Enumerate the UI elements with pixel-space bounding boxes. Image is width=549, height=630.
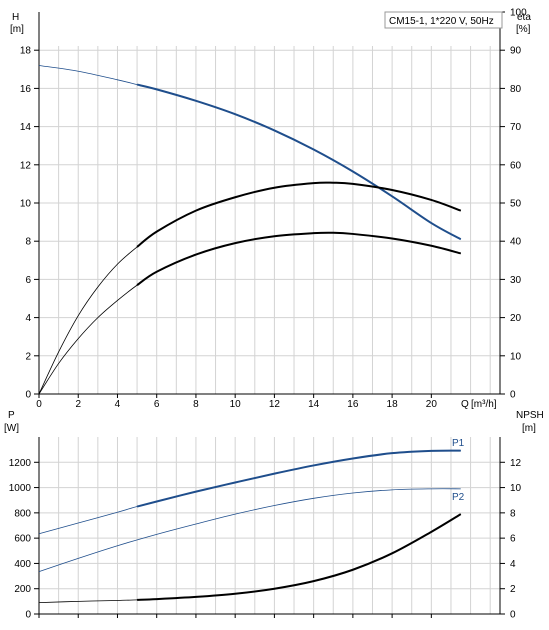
- top-left-tick-label: 10: [20, 199, 32, 210]
- top-series-0-line: [38, 65, 461, 240]
- top-x-tick-label: 0: [36, 399, 42, 410]
- top-x-tick-label: 12: [269, 399, 281, 410]
- top-right-tick-label: 90: [510, 46, 522, 57]
- top-right-tick-label: 20: [510, 313, 522, 324]
- bottom-right-tick-label: 2: [510, 584, 516, 595]
- top-series-2-operating-range: [136, 231, 462, 286]
- top-right-axis-unit: [%]: [516, 24, 531, 35]
- bottom-right-tick-label: 10: [510, 483, 522, 494]
- top-chart-grid: [39, 46, 500, 394]
- top-left-tick-label: 0: [25, 390, 31, 401]
- bottom-right-axis-label: NPSH: [516, 410, 544, 421]
- top-left-axis-unit: [m]: [10, 24, 24, 35]
- bottom-chart-series: [38, 449, 462, 604]
- top-x-tick-label: 4: [115, 399, 121, 410]
- bottom-series-2-line: [38, 513, 461, 604]
- bottom-right-tick-label: 4: [510, 559, 516, 570]
- top-series-0-operating-range: [136, 83, 462, 241]
- top-series-1-operating-range: [136, 181, 462, 248]
- top-x-tick-label: 18: [387, 399, 399, 410]
- top-x-tick-label: 14: [308, 399, 320, 410]
- top-left-tick-label: 4: [25, 313, 31, 324]
- top-left-axis-label: H: [12, 12, 19, 23]
- bottom-right-tick-label: 8: [510, 508, 516, 519]
- bottom-right-axis-unit: [m]: [522, 423, 536, 434]
- top-chart-labels: H [m] eta [%] Q [m³/h] CM15-1, 1*220 V, …: [10, 11, 531, 410]
- top-x-tick-label: 2: [75, 399, 81, 410]
- top-right-axis-label: eta: [517, 12, 531, 23]
- top-series-2-line: [38, 232, 461, 395]
- series-label-p2: P2: [452, 492, 465, 503]
- bottom-series-0-operating-range: [136, 449, 461, 508]
- bottom-left-tick-label: 400: [14, 559, 31, 570]
- top-right-tick-label: 30: [510, 275, 522, 286]
- bottom-chart-grid: [39, 437, 500, 614]
- top-series-1-line: [38, 182, 461, 395]
- bottom-left-tick-label: 0: [25, 610, 31, 621]
- top-right-tick-label: 100: [510, 8, 527, 19]
- series-label-p1: P1: [452, 438, 465, 449]
- bottom-left-axis-label: P: [8, 410, 15, 421]
- pump-model-annotation: CM15-1, 1*220 V, 50Hz: [389, 16, 494, 27]
- top-left-tick-label: 6: [25, 275, 31, 286]
- top-left-tick-label: 8: [25, 237, 31, 248]
- bottom-series-1-line: [38, 488, 461, 573]
- top-left-tick-label: 2: [25, 351, 31, 362]
- top-x-tick-label: 6: [154, 399, 160, 410]
- bottom-series-2-operating-range: [137, 513, 462, 601]
- top-left-tick-label: 18: [20, 46, 32, 57]
- top-x-axis-unit: [m³/h]: [471, 399, 497, 410]
- top-right-tick-label: 0: [510, 390, 516, 401]
- top-x-tick-label: 10: [230, 399, 242, 410]
- top-left-tick-label: 12: [20, 160, 32, 171]
- top-right-tick-label: 60: [510, 160, 522, 171]
- top-chart-series: [38, 65, 462, 395]
- bottom-right-tick-label: 6: [510, 534, 516, 545]
- bottom-right-tick-label: 12: [510, 458, 522, 469]
- bottom-left-tick-label: 1200: [9, 458, 32, 469]
- top-x-tick-label: 20: [426, 399, 438, 410]
- top-right-tick-label: 40: [510, 237, 522, 248]
- top-right-tick-label: 80: [510, 84, 522, 95]
- bottom-chart-axes: 0 200 400 600 800 1000 1200 0 2 4 6 8 10 12: [9, 437, 522, 621]
- bottom-right-tick-label: 0: [510, 610, 516, 621]
- top-x-tick-label: 8: [193, 399, 199, 410]
- bottom-chart-labels: P [W] NPSH [m] P1 P2: [4, 410, 544, 503]
- top-right-tick-label: 10: [510, 351, 522, 362]
- annotation-box: [384, 11, 503, 29]
- top-x-axis-label: Q: [461, 399, 469, 410]
- bottom-left-tick-label: 1000: [9, 483, 32, 494]
- bottom-left-tick-label: 800: [14, 508, 31, 519]
- top-right-tick-label: 70: [510, 122, 522, 133]
- top-left-tick-label: 16: [20, 84, 32, 95]
- top-x-tick-label: 16: [347, 399, 359, 410]
- bottom-series-0-line: [38, 450, 461, 535]
- top-right-tick-label: 50: [510, 199, 522, 210]
- bottom-left-tick-label: 600: [14, 534, 31, 545]
- top-left-tick-label: 14: [20, 122, 32, 133]
- bottom-left-axis-unit: [W]: [4, 423, 19, 434]
- bottom-left-tick-label: 200: [14, 584, 31, 595]
- top-chart-axes: 0 2 4 6 8 10 12 14 16 18 0 10 20 30 40 50 60 70 80 90 100 0 2 4…: [20, 8, 527, 411]
